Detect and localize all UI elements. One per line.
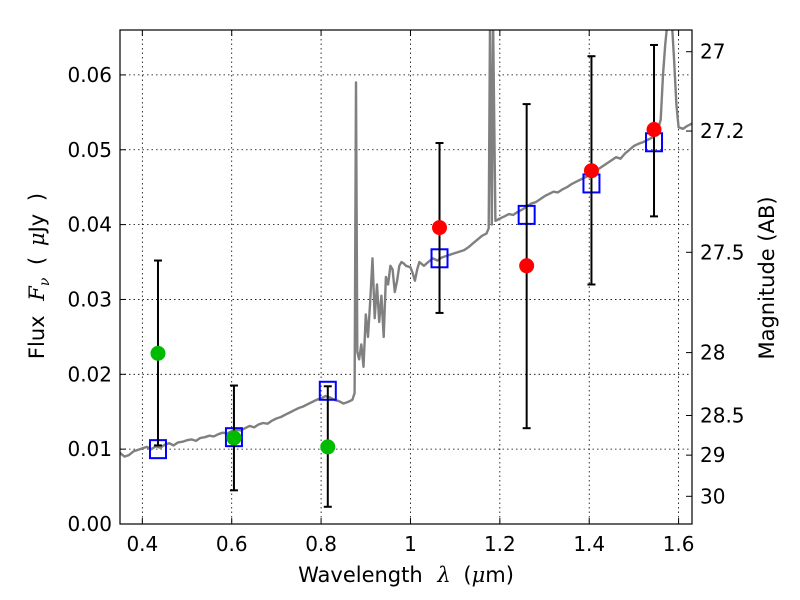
x-axis-label-unit-open: ( bbox=[463, 563, 471, 587]
x-axis-label-unit-rest: m) bbox=[485, 563, 514, 587]
y-tick-label: 0.04 bbox=[67, 213, 112, 237]
y2-tick-label: 30 bbox=[700, 484, 725, 508]
y-tick-label: 0.02 bbox=[67, 362, 112, 386]
observed-flux-green-point bbox=[226, 430, 242, 446]
y2-tick-label: 29 bbox=[700, 443, 725, 467]
plot-area bbox=[120, 30, 692, 508]
y2-tick-label: 27.2 bbox=[700, 119, 745, 143]
observed-flux-green-point bbox=[150, 345, 166, 361]
observed-flux-red-point bbox=[646, 122, 662, 138]
y2-tick-label: 28 bbox=[700, 341, 725, 365]
x-tick-label: 0.4 bbox=[126, 532, 158, 556]
x-tick-label: 1.6 bbox=[663, 532, 695, 556]
observed-flux-red-point bbox=[432, 220, 448, 236]
y-axis-label-symbol-sub: ν bbox=[37, 277, 53, 286]
observed-flux-red-point bbox=[583, 163, 599, 179]
y-tick-label: 0.00 bbox=[67, 512, 112, 536]
x-tick-label: 0.8 bbox=[305, 532, 337, 556]
observed-flux-red-point bbox=[519, 258, 535, 274]
y-axis-label-unit-open: ( bbox=[25, 257, 49, 265]
y-tick-label: 0.06 bbox=[67, 63, 112, 87]
y-axis-label-unit-mu: μ bbox=[25, 232, 49, 246]
y-axis-label-prefix: Flux bbox=[25, 315, 49, 359]
y-tick-label: 0.05 bbox=[67, 138, 112, 162]
x-tick-label: 1.2 bbox=[484, 532, 516, 556]
y-tick-label: 0.03 bbox=[67, 287, 112, 311]
observed-flux-green-point bbox=[320, 439, 336, 455]
x-axis-label-symbol: λ bbox=[436, 563, 450, 587]
y-axis-label-symbol: F bbox=[25, 285, 49, 302]
y2-tick-label: 28.5 bbox=[700, 403, 745, 427]
x-tick-label: 0.6 bbox=[216, 532, 248, 556]
y-axis-label: Flux Fν ( μJy ) bbox=[25, 193, 54, 359]
x-tick-label: 1 bbox=[404, 532, 417, 556]
y2-tick-label: 27.5 bbox=[700, 240, 745, 264]
y-axis-label-unit-close: ) bbox=[25, 193, 49, 201]
axis-ticks bbox=[120, 30, 692, 525]
x-tick-label: 1.4 bbox=[573, 532, 605, 556]
y2-axis-label: Magnitude (AB) bbox=[755, 196, 779, 359]
x-axis-label-unit-mu: μ bbox=[472, 563, 486, 587]
plot-frame bbox=[119, 29, 693, 525]
y2-tick-label: 27 bbox=[700, 40, 725, 64]
axis-tick-labels: 0.4 0.6 0.8 1 1.2 1.4 1.6 0.00 0.01 0.02 0.03 0.04 0… bbox=[67, 40, 744, 556]
y-tick-label: 0.01 bbox=[67, 437, 112, 461]
x-axis-label-prefix: Wavelength bbox=[298, 563, 423, 587]
y-axis-label-unit-rest: Jy bbox=[25, 214, 49, 235]
plot-series bbox=[120, 30, 692, 508]
x-axis-label: Wavelength λ (μm) bbox=[298, 563, 514, 587]
